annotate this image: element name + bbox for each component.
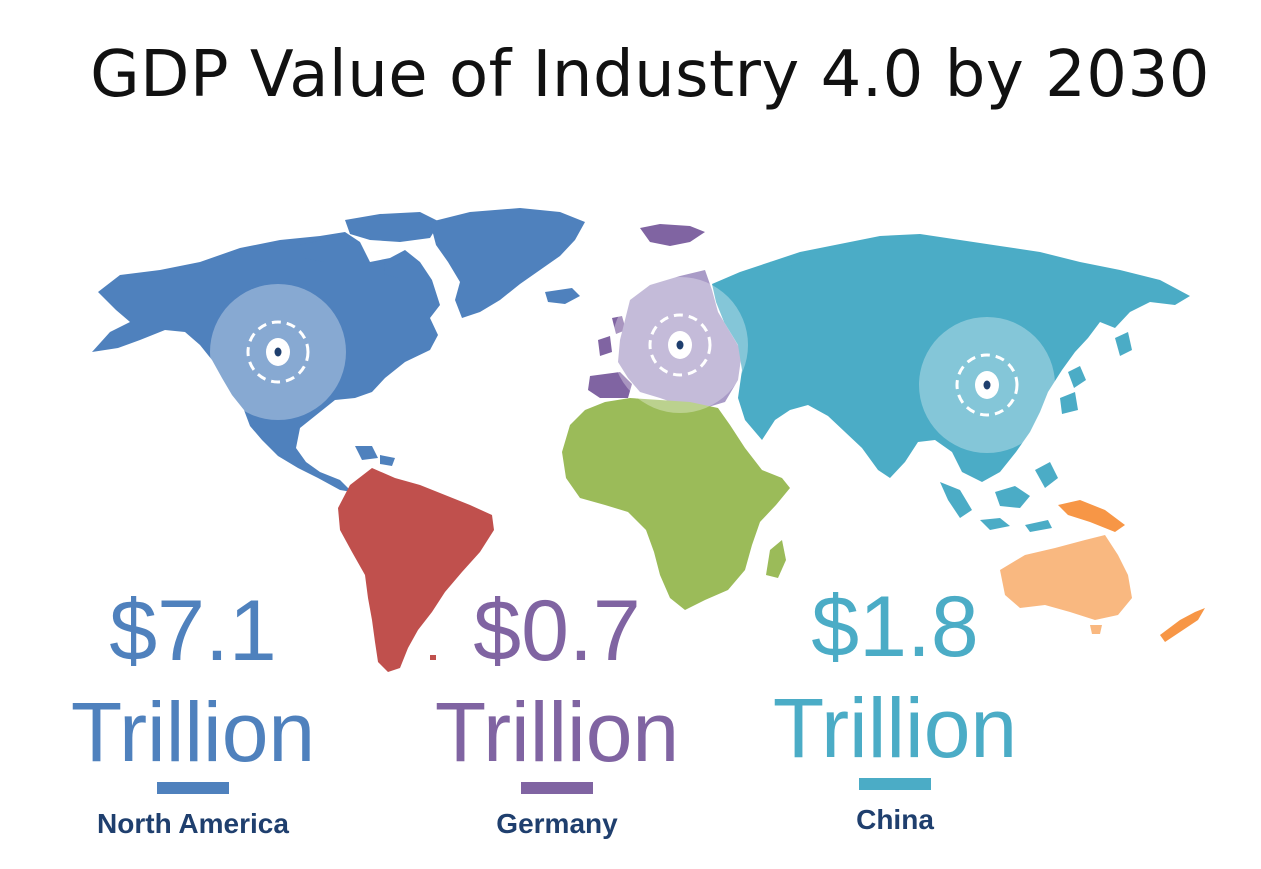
- continent-asia: [712, 234, 1190, 532]
- stat-unit: Trillion: [434, 685, 680, 779]
- marker-china: [919, 317, 1055, 453]
- stat-underline: [521, 782, 593, 794]
- stat-china: $1.8 Trillion China: [750, 584, 1040, 836]
- continent-europe: [588, 224, 705, 398]
- stat-amount: $1.8: [811, 579, 979, 675]
- continent-oceania: [1000, 535, 1132, 634]
- stat-underline: [859, 778, 931, 790]
- target-marker-icon: [983, 380, 991, 390]
- target-marker-icon: [676, 340, 684, 350]
- stat-germany: $0.7 Trillion Germany: [412, 588, 702, 840]
- continent-south-america: [338, 468, 494, 672]
- target-marker-icon: [274, 347, 282, 357]
- marker-north-america: [210, 284, 346, 420]
- stat-region: China: [856, 804, 934, 835]
- continent-north-america: [92, 212, 440, 492]
- greenland: [430, 208, 585, 318]
- stat-region: Germany: [496, 808, 618, 839]
- stat-underline: [157, 782, 229, 794]
- marker-germany: [612, 277, 748, 413]
- oceania-islands: [1058, 500, 1205, 642]
- stat-amount: $7.1: [109, 583, 277, 679]
- continent-africa: [562, 398, 790, 610]
- stat-region: North America: [97, 808, 289, 839]
- page-title: GDP Value of Industry 4.0 by 2030: [90, 38, 1210, 112]
- stat-north-america: $7.1 Trillion North America: [48, 588, 338, 840]
- stat-unit: Trillion: [772, 681, 1018, 775]
- stat-amount: $0.7: [473, 583, 641, 679]
- stat-unit: Trillion: [70, 685, 316, 779]
